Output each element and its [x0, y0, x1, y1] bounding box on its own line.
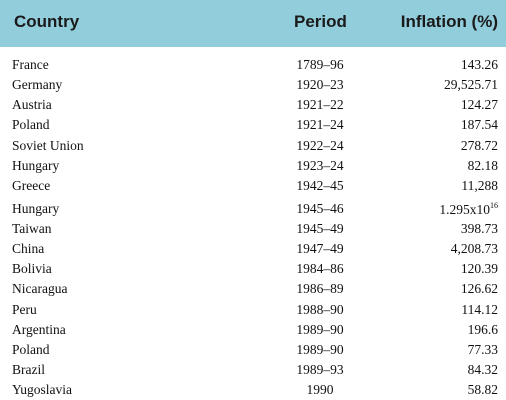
cell-period: 1945–49 — [296, 220, 344, 236]
table-row: Poland 1989–90 77.33 — [0, 340, 506, 360]
table-row: Brazil 1989–93 84.32 — [0, 360, 506, 380]
cell-country: France — [12, 57, 49, 72]
header-country: Country — [14, 12, 80, 31]
cell-period: 1922–24 — [296, 137, 344, 153]
cell-inflation: 120.39 — [460, 261, 498, 277]
cell-period: 1990 — [306, 382, 334, 398]
table-row: Taiwan 1945–49 398.73 — [0, 219, 506, 239]
cell-inflation: 58.82 — [467, 382, 498, 398]
cell-inflation: 1.295x1016 — [439, 201, 498, 218]
cell-period: 1984–86 — [296, 261, 344, 277]
cell-country: Peru — [12, 301, 37, 317]
cell-country: China — [12, 241, 45, 257]
cell-country: Bolivia — [12, 261, 52, 277]
cell-country: Germany — [12, 77, 63, 93]
cell-period: 1945–46 — [296, 200, 344, 216]
table-row: China 1947–49 4,208.73 — [0, 239, 506, 259]
cell-inflation: 124.27 — [460, 97, 498, 113]
cell-inflation: 84.32 — [467, 361, 498, 377]
cell-period: 1789–96 — [296, 57, 344, 72]
table-row: Peru 1988–90 114.12 — [0, 300, 506, 320]
cell-country: Yugoslavia — [12, 382, 72, 398]
cell-period: 1989–93 — [296, 361, 344, 377]
cell-inflation: 4,208.73 — [450, 241, 498, 257]
table-row: Austria 1921–22 124.27 — [0, 95, 506, 115]
cell-inflation: 126.62 — [460, 281, 498, 297]
table-row: Poland 1921–24 187.54 — [0, 115, 506, 135]
cell-country: Taiwan — [12, 220, 52, 236]
cell-inflation: 278.72 — [460, 137, 498, 153]
cell-period: 1986–89 — [296, 281, 344, 297]
cell-country: Brazil — [12, 361, 45, 377]
inflation-mantissa: 1.295x10 — [439, 201, 490, 217]
cell-country: Hungary — [12, 200, 60, 216]
cell-inflation: 398.73 — [460, 220, 498, 236]
cell-period: 1947–49 — [296, 241, 344, 257]
table-row: Hungary 1923–24 82.18 — [0, 156, 506, 176]
table-row: Yugoslavia 1990 58.82 — [0, 380, 506, 400]
table-row: Germany 1920–23 29,525.71 — [0, 75, 506, 95]
cell-period: 1923–24 — [296, 157, 344, 173]
table-row: Nicaragua 1986–89 126.62 — [0, 279, 506, 299]
cell-country: Poland — [12, 117, 50, 133]
cell-country: Poland — [12, 341, 50, 357]
cell-inflation: 29,525.71 — [444, 77, 498, 93]
cell-country: Argentina — [12, 321, 66, 337]
cell-period: 1942–45 — [296, 177, 344, 193]
cell-country: Hungary — [12, 157, 60, 173]
cell-country: Soviet Union — [12, 137, 84, 153]
cell-country: Greece — [12, 177, 51, 193]
cell-period: 1988–90 — [296, 301, 344, 317]
table-row: Argentina 1989–90 196.6 — [0, 320, 506, 340]
cell-inflation: 196.6 — [467, 321, 498, 337]
cell-country: Austria — [12, 97, 52, 113]
cell-period: 1989–90 — [296, 341, 344, 357]
table-row: Soviet Union 1922–24 278.72 — [0, 136, 506, 156]
table-row: Bolivia 1984–86 120.39 — [0, 259, 506, 279]
header-period: Period — [294, 12, 347, 31]
cell-period: 1920–23 — [296, 77, 344, 93]
cell-period: 1921–24 — [296, 117, 344, 133]
cell-period: 1989–90 — [296, 321, 344, 337]
cell-inflation: 143.26 — [460, 57, 498, 72]
table-row: Greece 1942–45 11,288 — [0, 176, 506, 196]
table-header: Country Period Inflation (%) — [0, 0, 506, 47]
cell-inflation: 114.12 — [461, 301, 498, 317]
cell-period: 1921–22 — [296, 97, 344, 113]
table-body: France 1789–96 143.26 Germany 1920–23 29… — [0, 55, 506, 400]
cell-country: Nicaragua — [12, 281, 68, 297]
table-row: France 1789–96 143.26 — [0, 55, 506, 75]
cell-inflation: 187.54 — [460, 117, 498, 133]
header-inflation: Inflation (%) — [400, 12, 498, 31]
cell-inflation: 77.33 — [467, 341, 498, 357]
cell-inflation: 11,288 — [461, 177, 498, 193]
cell-inflation: 82.18 — [467, 157, 498, 173]
inflation-exponent: 16 — [490, 200, 498, 210]
table-row: Hungary 1945–46 1.295x1016 — [0, 196, 506, 219]
